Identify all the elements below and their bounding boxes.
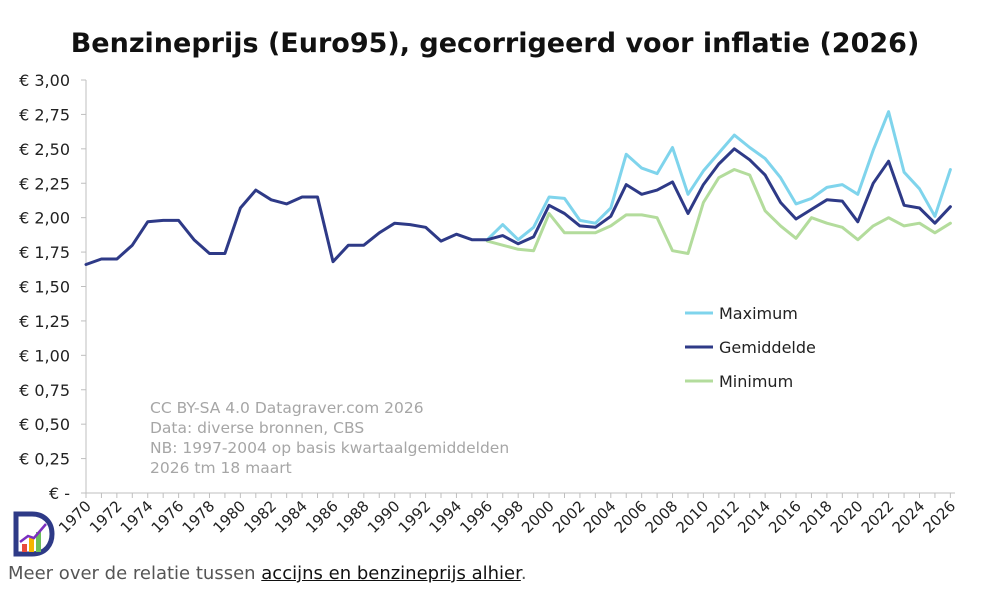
y-tick-label: € 2,75 bbox=[19, 105, 70, 124]
x-tick-label: 1982 bbox=[240, 497, 280, 537]
annotation-line: NB: 1997-2004 op basis kwartaalgemiddeld… bbox=[150, 439, 509, 457]
y-tick-label: € 2,00 bbox=[19, 209, 70, 228]
annotation-line: 2026 tm 18 maart bbox=[150, 459, 292, 477]
legend-label-gemiddelde: Gemiddelde bbox=[719, 338, 816, 357]
x-tick-label: 1992 bbox=[395, 497, 435, 537]
x-tick-label: 2000 bbox=[518, 497, 558, 537]
x-tick-label: 1972 bbox=[86, 497, 126, 537]
x-tick-label: 2016 bbox=[765, 497, 805, 537]
series-line-minimum bbox=[485, 168, 952, 255]
x-axis: 1970197219741976197819801982198419861988… bbox=[55, 492, 959, 537]
x-tick-label: 1986 bbox=[302, 497, 342, 537]
x-tick-label: 1976 bbox=[148, 497, 188, 537]
y-tick-label: € 1,50 bbox=[19, 278, 70, 297]
x-tick-label: 2018 bbox=[796, 497, 836, 537]
y-tick-label: € 0,25 bbox=[19, 450, 70, 469]
y-tick-label: € 1,75 bbox=[19, 243, 70, 262]
x-tick-label: 1984 bbox=[271, 497, 311, 537]
footer-text-after: . bbox=[520, 563, 527, 584]
x-tick-label: 1998 bbox=[487, 497, 527, 537]
footer-text-before: Meer over de relatie tussen bbox=[8, 563, 262, 584]
y-tick-label: € 0,50 bbox=[19, 415, 70, 434]
x-tick-label: 2010 bbox=[673, 497, 713, 537]
x-tick-label: 2024 bbox=[889, 497, 929, 537]
x-tick-label: 1980 bbox=[209, 497, 249, 537]
accijns-link[interactable]: accijns en benzineprijs alhier bbox=[261, 563, 521, 584]
y-tick-label: € - bbox=[49, 484, 70, 503]
y-tick-label: € 2,50 bbox=[19, 140, 70, 159]
x-tick-label: 2012 bbox=[703, 497, 743, 537]
annotations: CC BY-SA 4.0 Datagraver.com 2026 Data: di… bbox=[150, 399, 509, 477]
chart-title: Benzineprijs (Euro95), gecorrigeerd voor… bbox=[71, 28, 920, 59]
x-tick-label: 2020 bbox=[827, 497, 867, 537]
y-tick-label: € 0,75 bbox=[19, 381, 70, 400]
legend: Maximum Gemiddelde Minimum bbox=[685, 304, 816, 391]
y-axis: € 3,00 € 2,75 € 2,50 € 2,25 € 2,00 € 1,75 € 1,… bbox=[19, 71, 87, 503]
series-line-gemiddelde bbox=[84, 147, 952, 266]
y-tick-label: € 1,00 bbox=[19, 346, 70, 365]
y-tick-label: € 3,00 bbox=[19, 71, 70, 90]
legend-label-minimum: Minimum bbox=[719, 372, 793, 391]
series-layer bbox=[84, 110, 952, 266]
x-tick-label: 2002 bbox=[549, 497, 589, 537]
x-tick-label: 2026 bbox=[919, 497, 959, 537]
x-tick-label: 1994 bbox=[426, 497, 466, 537]
x-tick-label: 1996 bbox=[456, 497, 496, 537]
x-tick-label: 2022 bbox=[858, 497, 898, 537]
series-line-maximum bbox=[485, 110, 952, 242]
y-tick-label: € 1,25 bbox=[19, 312, 70, 331]
x-tick-label: 1978 bbox=[179, 497, 219, 537]
x-tick-label: 1988 bbox=[333, 497, 373, 537]
footer-text: Meer over de relatie tussen accijns en b… bbox=[8, 563, 527, 584]
datagraver-logo-icon bbox=[13, 511, 55, 557]
annotation-line: CC BY-SA 4.0 Datagraver.com 2026 bbox=[150, 399, 424, 417]
y-tick-label: € 2,25 bbox=[19, 174, 70, 193]
x-tick-label: 1970 bbox=[55, 497, 95, 537]
chart: Benzineprijs (Euro95), gecorrigeerd voor… bbox=[19, 28, 959, 537]
x-tick-label: 2014 bbox=[734, 497, 774, 537]
x-tick-label: 2006 bbox=[611, 497, 651, 537]
x-tick-label: 1990 bbox=[364, 497, 404, 537]
legend-label-maximum: Maximum bbox=[719, 304, 798, 323]
annotation-line: Data: diverse bronnen, CBS bbox=[150, 419, 364, 437]
x-tick-label: 1974 bbox=[117, 497, 157, 537]
x-tick-label: 2004 bbox=[580, 497, 620, 537]
x-tick-label: 2008 bbox=[642, 497, 682, 537]
